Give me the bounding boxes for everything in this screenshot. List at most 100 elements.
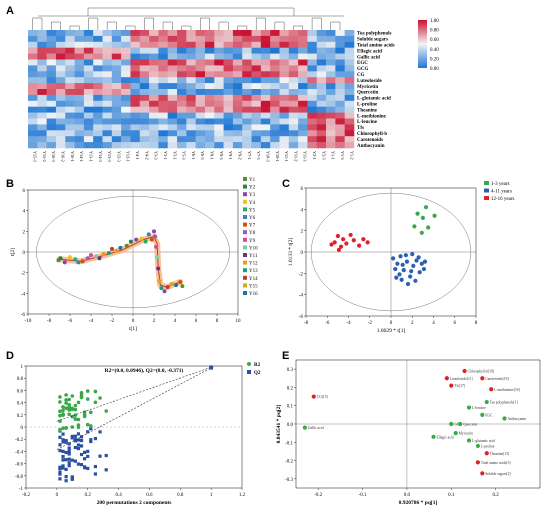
pca-c-legend-swatch bbox=[484, 196, 489, 200]
heatmap-cell bbox=[111, 136, 122, 143]
load-e-point-label: Anthocyanin bbox=[508, 417, 527, 421]
load-e-x-tick-label: 0.2 bbox=[493, 493, 500, 498]
heatmap-cell bbox=[242, 142, 252, 149]
heatmap-cell bbox=[111, 35, 122, 43]
heatmap-cell bbox=[270, 65, 280, 72]
heatmap-cell bbox=[74, 47, 85, 54]
heatmap-cell bbox=[121, 83, 131, 90]
heatmap-cell bbox=[232, 124, 243, 131]
load-e-point bbox=[480, 471, 485, 476]
heatmap-cell bbox=[177, 59, 187, 66]
heatmap-column-label: Y3-1 bbox=[163, 151, 168, 160]
heatmap-cell bbox=[270, 83, 280, 90]
load-e-point bbox=[475, 460, 480, 465]
heatmap-row-label: Myricetin bbox=[357, 85, 378, 90]
perm-d-r2-point bbox=[85, 422, 90, 427]
pca-c-x-tick-label: 4 bbox=[432, 321, 435, 326]
heatmap-cell bbox=[74, 41, 85, 48]
pca-b-legend-swatch bbox=[243, 207, 247, 212]
heatmap-cell bbox=[335, 41, 345, 48]
perm-d-q2-point bbox=[79, 444, 84, 448]
pca-c-legend-label: 12-16 years bbox=[491, 197, 515, 202]
heatmap-cell bbox=[344, 65, 355, 72]
pca-c-point bbox=[338, 244, 344, 249]
perm-d-q2-point bbox=[104, 453, 108, 458]
perm-d-x-tick-label: 0.8 bbox=[177, 493, 184, 498]
pca-b-y-tick-label: 0 bbox=[23, 251, 26, 256]
heatmap-cell bbox=[130, 77, 141, 84]
load-e-y-tick-label: 0.0 bbox=[287, 423, 294, 428]
heatmap-cell bbox=[37, 106, 47, 113]
perm-d-q2-point bbox=[79, 452, 84, 457]
heatmap-cell bbox=[55, 77, 66, 84]
pca-c-y-tick-label: 2 bbox=[301, 230, 304, 235]
pca-b-point bbox=[155, 255, 160, 260]
heatmap-cell bbox=[260, 89, 271, 96]
heatmap-cell bbox=[177, 142, 187, 149]
pca-b-point bbox=[153, 234, 158, 239]
perm-d-x-tick-label: 0.2 bbox=[85, 493, 92, 498]
heatmap-cell bbox=[270, 59, 280, 66]
heatmap-cell bbox=[167, 94, 178, 102]
heatmap-cell bbox=[121, 100, 131, 107]
perm-d-r2-point bbox=[89, 424, 93, 428]
dendrogram-branch bbox=[237, 25, 248, 30]
pca-b-legend-swatch bbox=[243, 215, 247, 219]
pca-c-point bbox=[348, 232, 353, 238]
heatmap-cell bbox=[214, 142, 224, 149]
heatmap-cell bbox=[111, 77, 122, 84]
heatmap-cell bbox=[270, 71, 280, 78]
heatmap-cell bbox=[214, 30, 224, 37]
pca-c-y-tick-label: 0 bbox=[301, 251, 304, 256]
pca-c-point bbox=[400, 262, 405, 267]
heatmap-cell bbox=[307, 30, 318, 37]
heatmap-cell bbox=[335, 130, 345, 137]
heatmap-cell bbox=[158, 94, 169, 102]
dendrogram-branch bbox=[181, 25, 192, 30]
heatmap-cell bbox=[242, 106, 252, 113]
heatmap-cell bbox=[279, 100, 290, 107]
heatmap-row-label: EGC bbox=[357, 61, 368, 66]
heatmap-cell bbox=[186, 65, 196, 72]
heatmap-cell bbox=[93, 89, 103, 96]
heatmap-cell bbox=[251, 71, 262, 78]
heatmap-cell bbox=[74, 89, 85, 96]
heatmap-row-label: Tfs bbox=[357, 126, 364, 131]
heatmap-cell bbox=[344, 83, 355, 90]
heatmap-cell bbox=[177, 100, 187, 107]
heatmap-cell bbox=[307, 136, 318, 143]
pca-c-x-tick-label: 6 bbox=[454, 321, 457, 326]
perm-d-q2-point bbox=[67, 449, 71, 453]
pca-c-point bbox=[419, 261, 424, 266]
heatmap-cell bbox=[130, 35, 141, 43]
heatmap-column-label: Y15-2 bbox=[42, 151, 47, 162]
heatmap-cell bbox=[111, 41, 122, 48]
pca-b-x-tick-label: -10 bbox=[25, 319, 32, 324]
perm-d-r2-point bbox=[73, 403, 78, 408]
pca-b-legend-label: Y10 bbox=[249, 246, 258, 251]
heatmap-cell bbox=[279, 124, 290, 131]
heatmap-cell bbox=[260, 112, 271, 119]
heatmap-cell bbox=[102, 94, 113, 102]
heatmap-cell bbox=[37, 65, 47, 72]
perm-d-r2-point bbox=[70, 425, 75, 429]
dendrogram-branch bbox=[218, 21, 229, 30]
heatmap-column-label: Y1-1 bbox=[331, 151, 336, 160]
perm-d-q2-point bbox=[67, 442, 71, 446]
heatmap-cell bbox=[316, 77, 327, 84]
perm-d-x-tick-label: 1 bbox=[210, 493, 213, 498]
perm-d-q2-point bbox=[73, 459, 77, 463]
heatmap-cell bbox=[307, 71, 318, 78]
heatmap-cell bbox=[102, 41, 113, 48]
heatmap-cell bbox=[83, 77, 94, 84]
heatmap-cell bbox=[260, 83, 271, 90]
heatmap-cell bbox=[111, 100, 122, 107]
pca-c-hotelling-ellipse bbox=[310, 192, 472, 312]
heatmap-cell bbox=[121, 142, 131, 149]
heatmap-cell bbox=[288, 142, 299, 149]
heatmap-cell bbox=[149, 106, 159, 113]
pca-b-legend-swatch bbox=[243, 222, 247, 227]
heatmap-cell bbox=[130, 106, 141, 113]
heatmap-cell bbox=[316, 35, 327, 43]
